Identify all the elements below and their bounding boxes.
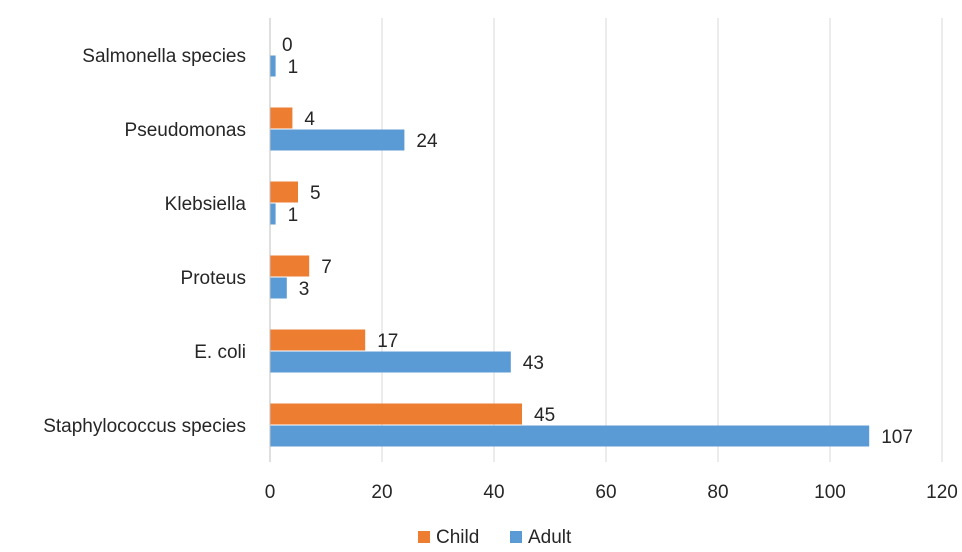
bar-adult [270, 351, 511, 373]
x-axis: 0 20 40 60 80 100 120 [265, 18, 958, 503]
data-label-adult: 24 [416, 131, 438, 152]
data-label-adult: 3 [299, 279, 310, 300]
category-label: E. coli [194, 342, 246, 363]
x-tick-label: 40 [483, 482, 504, 503]
bar-child [270, 329, 366, 351]
legend-swatch-adult [510, 531, 522, 543]
x-tick-label: 120 [926, 482, 958, 503]
category-labels: Salmonella species Pseudomonas Klebsiella P… [43, 46, 246, 437]
category-label: Staphylococcus species [43, 416, 246, 437]
bar-child [270, 107, 293, 129]
gridlines [381, 18, 943, 462]
x-tick-label: 60 [595, 482, 616, 503]
bar-child [270, 181, 298, 203]
data-label-child: 17 [377, 331, 398, 352]
bar-child [270, 255, 310, 277]
category-label: Salmonella species [82, 46, 246, 67]
data-label-adult: 1 [288, 205, 299, 226]
category-label: Pseudomonas [125, 120, 246, 141]
bar-adult [270, 203, 276, 225]
bar-child [270, 403, 522, 425]
category-label: Proteus [181, 268, 246, 289]
bars [270, 55, 870, 447]
data-label-child: 45 [534, 405, 555, 426]
legend-label-adult: Adult [528, 527, 572, 548]
legend-swatch-child [418, 531, 430, 543]
data-label-child: 4 [304, 109, 315, 130]
legend: Child Adult [418, 527, 572, 548]
x-tick-label: 20 [371, 482, 392, 503]
x-tick-label: 80 [707, 482, 728, 503]
data-label-adult: 1 [288, 57, 299, 78]
data-label-child: 5 [310, 183, 321, 204]
bar-adult [270, 55, 276, 77]
bar-adult [270, 425, 870, 447]
data-label-child: 7 [321, 257, 332, 278]
legend-label-child: Child [436, 527, 479, 548]
data-label-adult: 43 [523, 353, 544, 374]
data-label-adult: 107 [881, 427, 913, 448]
category-label: Klebsiella [165, 194, 247, 215]
x-tick-label: 100 [814, 482, 846, 503]
bar-adult [270, 277, 287, 299]
data-label-child: 0 [282, 35, 293, 56]
x-tick-label: 0 [265, 482, 276, 503]
bar-adult [270, 129, 405, 151]
